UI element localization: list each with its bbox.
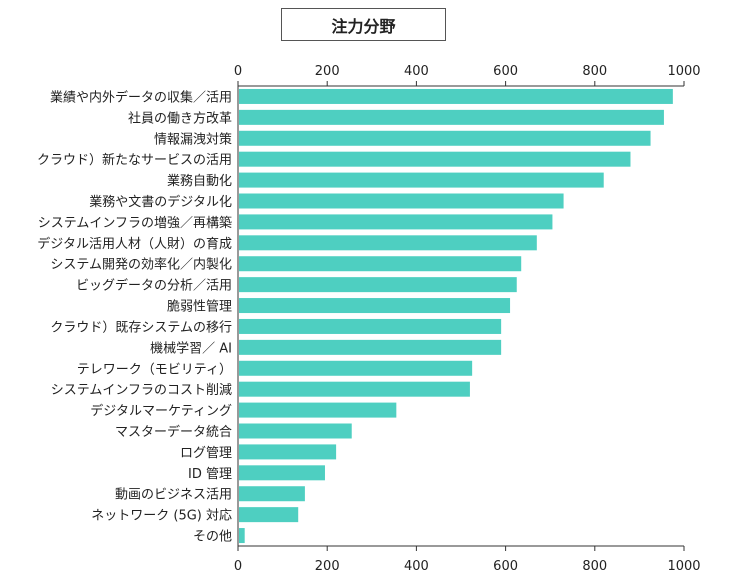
bar	[239, 528, 245, 544]
bar	[239, 507, 299, 523]
bar	[239, 318, 502, 334]
x-tick-label-top: 800	[582, 64, 607, 79]
category-label: ネットワーク (5G) 対応	[91, 509, 232, 524]
bar	[239, 465, 325, 481]
category-label: システム開発の効率化／内製化	[50, 257, 232, 273]
bar	[239, 360, 473, 376]
category-label: デジタルマーケティング	[90, 403, 232, 419]
category-label: デジタル活用人材（人財）の育成	[37, 236, 232, 252]
bar	[239, 277, 517, 293]
bar	[239, 109, 664, 125]
category-label: ログ管理	[180, 446, 232, 461]
category-label: クラウド）新たなサービスの活用	[37, 152, 232, 168]
x-tick-label-bottom: 200	[315, 559, 340, 574]
chart-title: 注力分野	[281, 8, 446, 41]
category-label: システムインフラのコスト削減	[51, 382, 232, 398]
bar	[239, 214, 553, 230]
bar	[239, 151, 631, 167]
category-label: 情報漏洩対策	[154, 131, 232, 147]
x-tick-label-bottom: 600	[493, 559, 518, 574]
bar	[239, 193, 564, 209]
category-label: クラウド）既存システムの移行	[50, 320, 232, 335]
bar	[239, 444, 337, 460]
category-label: 業務自動化	[167, 173, 232, 189]
bar	[239, 486, 305, 502]
x-tick-label-top: 1000	[667, 64, 700, 79]
category-label: テレワーク（モビリティ）	[77, 362, 232, 377]
x-tick-label-top: 600	[493, 64, 518, 79]
bar	[239, 339, 502, 355]
x-tick-label-bottom: 1000	[667, 559, 700, 574]
category-label: システムインフラの増強／再構築	[38, 216, 232, 231]
x-tick-label-bottom: 0	[234, 559, 242, 574]
x-tick-label-bottom: 400	[404, 559, 429, 574]
x-tick-label-top: 200	[315, 64, 340, 79]
bar	[239, 256, 522, 272]
bar	[239, 298, 511, 314]
x-tick-label-top: 400	[404, 64, 429, 79]
x-tick-label-bottom: 800	[582, 559, 607, 574]
category-label: 動画のビジネス活用	[115, 488, 232, 503]
bar	[239, 235, 537, 251]
bar	[239, 423, 352, 439]
bar	[239, 381, 470, 397]
bar	[239, 402, 397, 418]
bar	[239, 88, 673, 104]
category-label: 機械学習／ AI	[150, 340, 232, 356]
category-label: 社員の働き方改革	[128, 110, 232, 126]
category-label: 業績や内外データの収集／活用	[50, 89, 232, 105]
category-label: 業務や文書のデジタル化	[89, 194, 232, 210]
category-label: ID 管理	[188, 467, 232, 482]
category-label: マスターデータ統合	[115, 424, 232, 440]
x-tick-label-top: 0	[234, 64, 242, 79]
bar	[239, 130, 651, 146]
bar	[239, 172, 604, 188]
category-label: ビッグデータの分析／活用	[76, 278, 232, 294]
category-label: その他	[193, 530, 232, 545]
category-label: 脆弱性管理	[167, 299, 232, 315]
